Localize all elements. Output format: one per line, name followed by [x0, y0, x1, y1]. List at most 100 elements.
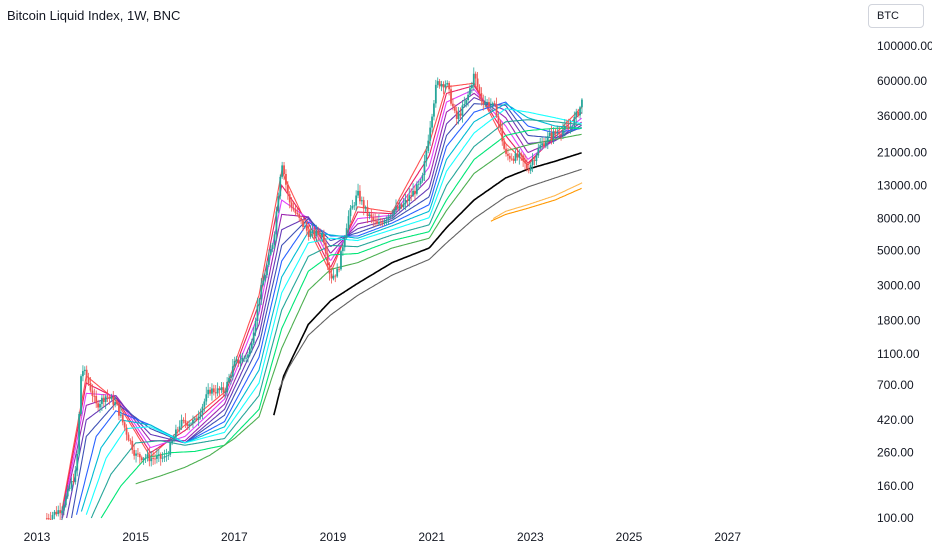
price-candle — [469, 84, 471, 98]
price-candle — [180, 414, 183, 431]
price-candle — [453, 103, 456, 114]
price-candle — [176, 426, 179, 435]
price-candle — [533, 156, 536, 166]
price-candle — [577, 108, 580, 118]
candle-body — [474, 73, 477, 79]
price-candle — [63, 501, 65, 516]
price-candle — [484, 95, 487, 108]
candle-body — [309, 231, 312, 237]
candle-body — [252, 332, 255, 344]
price-candle — [360, 196, 363, 205]
candle-body — [423, 161, 426, 176]
candle-body — [345, 228, 348, 238]
candle-body — [266, 264, 268, 276]
price-candle — [192, 415, 194, 428]
candle-body — [298, 214, 301, 218]
price-candle — [450, 85, 452, 106]
price-candle — [110, 393, 113, 401]
price-candle — [489, 98, 492, 113]
price-candle — [95, 390, 98, 408]
candle-body — [455, 110, 458, 119]
candle-body — [119, 414, 122, 416]
price-candle — [157, 448, 160, 463]
candle-body — [507, 153, 509, 156]
price-candle — [82, 365, 84, 382]
chart-title: Bitcoin Liquid Index, 1W, BNC — [7, 8, 181, 23]
candle-body — [457, 113, 460, 119]
price-candle — [233, 356, 236, 369]
price-candle — [338, 266, 340, 273]
price-candle — [186, 420, 189, 431]
price-candle — [554, 128, 557, 136]
price-candle — [91, 384, 94, 403]
candle-body — [68, 487, 71, 490]
price-candle — [144, 453, 147, 463]
candle-body — [76, 453, 79, 471]
candle-body — [516, 153, 519, 158]
candle-body — [539, 145, 542, 149]
price-candle — [118, 402, 120, 421]
price-candle — [442, 81, 445, 95]
price-candle — [47, 513, 50, 520]
candle-body — [85, 369, 88, 378]
candle-body — [452, 103, 454, 107]
price-candle — [541, 136, 543, 151]
x-tick-label: 2025 — [616, 530, 643, 544]
price-candle — [171, 438, 173, 446]
candle-body — [341, 247, 344, 252]
price-candle — [51, 511, 54, 520]
candle-body — [72, 481, 75, 482]
price-candle — [245, 354, 247, 363]
price-candle — [512, 155, 515, 164]
candle-body — [374, 220, 377, 222]
price-candle — [315, 224, 318, 243]
price-candle — [228, 373, 230, 384]
price-candle — [581, 98, 583, 114]
candle-body — [45, 518, 48, 519]
candle-body — [338, 268, 340, 270]
price-candle — [256, 297, 259, 328]
price-candle — [438, 78, 441, 89]
candle-body — [330, 273, 333, 279]
price-candle — [89, 376, 92, 393]
candle-body — [315, 230, 318, 236]
price-candle — [275, 206, 278, 242]
price-candle — [241, 352, 244, 364]
candle-body — [156, 455, 158, 459]
candle-body — [190, 423, 192, 425]
price-candle — [457, 107, 460, 125]
candle-body — [389, 215, 392, 217]
candle-body — [80, 376, 82, 415]
candle-body — [230, 376, 232, 378]
candle-body — [467, 94, 469, 101]
price-candle — [281, 161, 284, 179]
price-candle — [104, 394, 107, 410]
price-candle — [267, 249, 270, 267]
price-candle — [197, 410, 200, 427]
price-candle — [343, 234, 346, 252]
indicator-line-11 — [100, 127, 582, 519]
candle-body — [548, 132, 551, 137]
price-candle — [114, 395, 117, 408]
price-candle — [324, 237, 327, 257]
price-candle — [440, 80, 443, 92]
price-candle — [243, 355, 246, 362]
y-tick-label: 420.00 — [877, 413, 914, 427]
candle-body — [480, 93, 483, 102]
candle-body — [233, 360, 236, 367]
price-candle — [106, 389, 109, 402]
candle-body — [97, 403, 99, 408]
candle-body — [433, 103, 435, 117]
candle-body — [465, 100, 468, 105]
candle-body — [288, 194, 291, 203]
price-candle — [419, 178, 422, 187]
price-candle — [355, 190, 358, 212]
candle-body — [61, 510, 63, 514]
price-candle — [366, 200, 369, 224]
price-candle — [562, 123, 564, 140]
candle-body — [364, 206, 367, 209]
symbol-search-box[interactable]: BTC — [868, 4, 924, 28]
candle-body — [264, 275, 266, 281]
price-candle — [408, 188, 411, 207]
